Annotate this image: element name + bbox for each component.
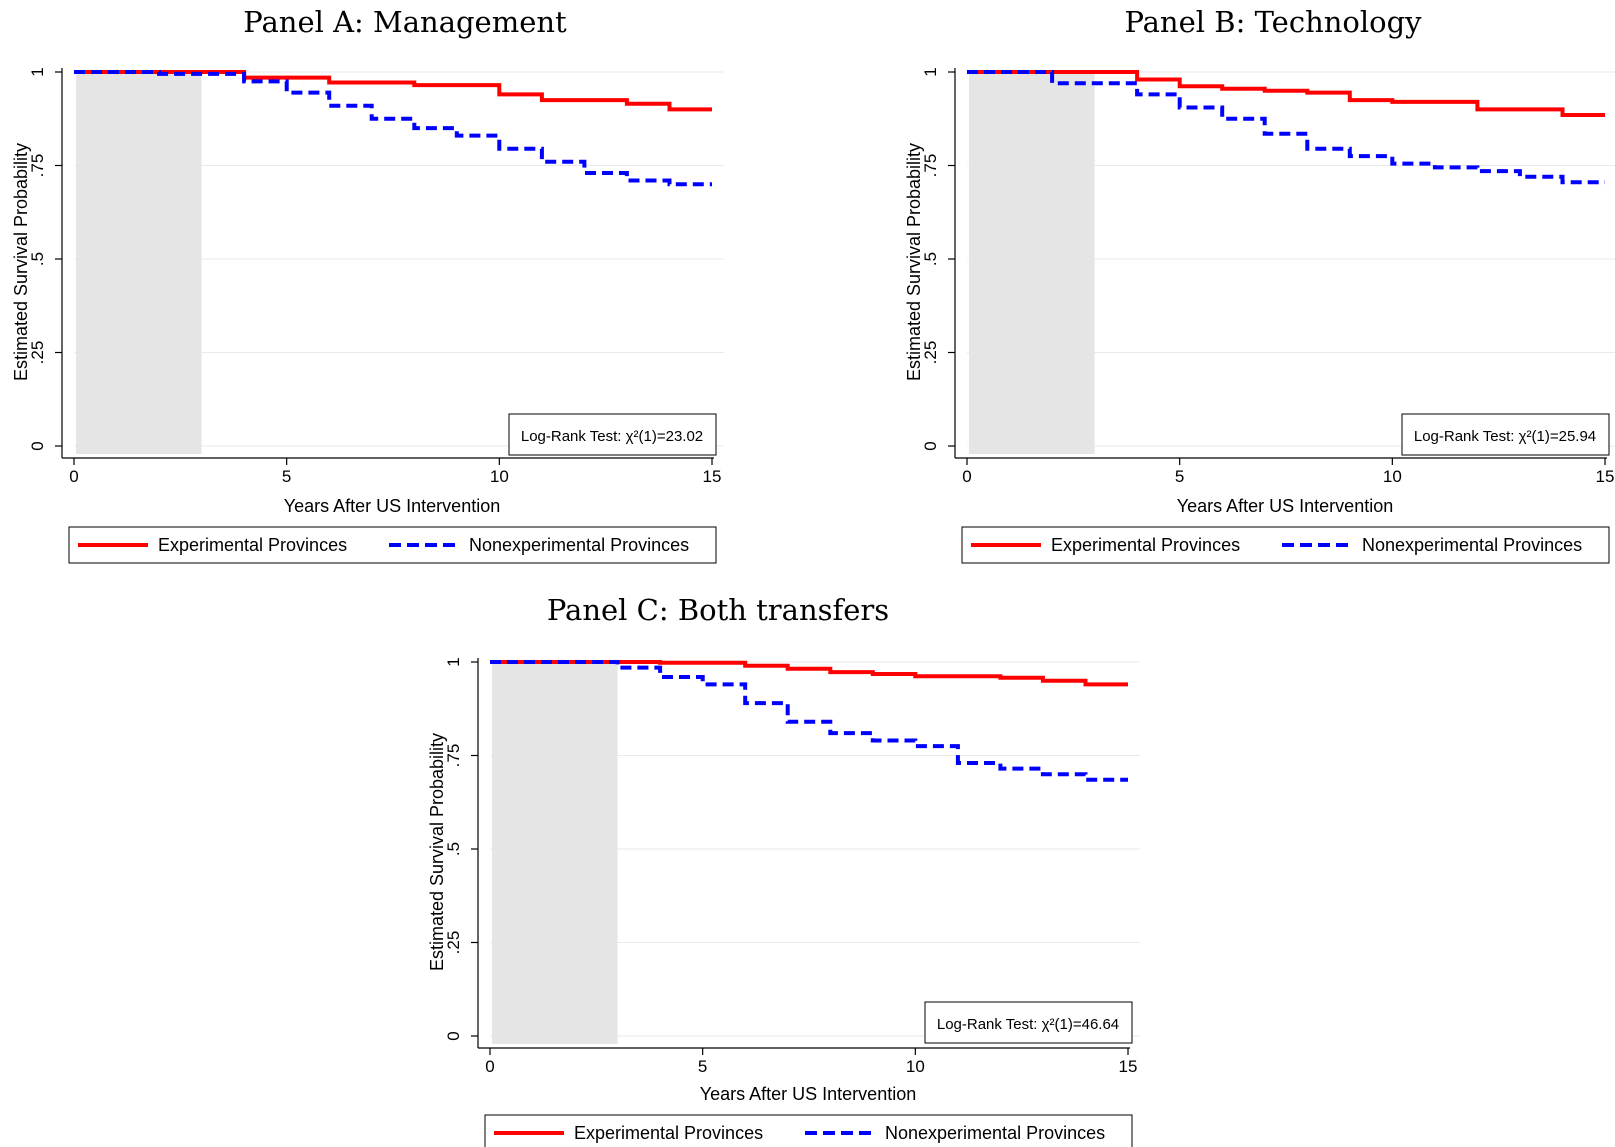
panel-b-x-tick-label-1: 5 [1175, 467, 1184, 486]
panel-b-y-tick-label-4: 1 [921, 67, 940, 76]
panel-b-legend-label-experimental: Experimental Provinces [1051, 535, 1240, 555]
panel-b-x-axis-label: Years After US Intervention [1177, 496, 1393, 516]
panel-b-x-tick-label-2: 10 [1383, 467, 1402, 486]
panel-c-x-tick-label-0: 0 [485, 1057, 494, 1076]
panel-c-x-tick-label-3: 15 [1119, 1057, 1138, 1076]
panel-c-y-tick-label-0: 0 [444, 1031, 463, 1040]
panel-c-title: Panel C: Both transfers [547, 593, 889, 627]
panel-b-title: Panel B: Technology [1124, 5, 1422, 39]
panel-c-y-tick-label-1: .25 [444, 931, 463, 955]
panel-b-y-tick-label-2: .5 [921, 252, 940, 266]
panel-a-series-experimental [74, 70, 712, 112]
panel-a-x-axis-label: Years After US Intervention [284, 496, 500, 516]
panel-a-title: Panel A: Management [243, 5, 567, 39]
panel-a-x-tick-label-3: 15 [703, 467, 722, 486]
panel-c-shaded-region [492, 662, 618, 1044]
panel-a-x-tick-label-2: 10 [490, 467, 509, 486]
panel-c-legend-label-experimental: Experimental Provinces [574, 1123, 763, 1143]
panel-a-x-tick-label-1: 5 [282, 467, 291, 486]
panel-a-legend-label-nonexperimental: Nonexperimental Provinces [469, 535, 689, 555]
panel-b-series-experimental [967, 70, 1605, 117]
panel-a-y-tick-label-0: 0 [28, 441, 47, 450]
panel-a-annotation: Log-Rank Test: χ²(1)=23.02 [508, 413, 717, 456]
panel-a-legend-label-experimental: Experimental Provinces [158, 535, 347, 555]
panel-c-x-tick-label-2: 10 [906, 1057, 925, 1076]
panel-c-annotation: Log-Rank Test: χ²(1)=46.64 [924, 1001, 1133, 1044]
panel-b-y-axis-label: Estimated Survival Probability [904, 143, 924, 381]
panel-c-legend: Experimental Provinces Nonexperimental P… [484, 1114, 1133, 1147]
panel-b-shaded-region [969, 72, 1095, 454]
panel-c-series-nonexperimental [490, 660, 1128, 782]
panel-a-y-tick-label-1: .25 [28, 341, 47, 365]
panel-b-annotation: Log-Rank Test: χ²(1)=25.94 [1401, 413, 1610, 456]
panel-c-series-experimental [490, 660, 1128, 687]
panel-a-y-tick-label-3: .75 [28, 154, 47, 178]
panel-b-x-tick-label-3: 15 [1596, 467, 1615, 486]
panel-a-x-tick-label-0: 0 [69, 467, 78, 486]
panel-c-y-tick-label-3: .75 [444, 744, 463, 768]
panel-a-series-nonexperimental [74, 70, 712, 187]
panel-b-log-rank-test: Log-Rank Test: χ²(1)=25.94 [1414, 428, 1596, 445]
panel-b-x-tick-label-0: 0 [962, 467, 971, 486]
panel-c-x-tick-label-1: 5 [698, 1057, 707, 1076]
panel-a-log-rank-test: Log-Rank Test: χ²(1)=23.02 [521, 428, 703, 445]
panel-c-y-tick-label-2: .5 [444, 842, 463, 856]
panel-b-y-tick-label-3: .75 [921, 154, 940, 178]
panel-c-legend-label-nonexperimental: Nonexperimental Provinces [885, 1123, 1105, 1143]
panel-a-y-tick-label-2: .5 [28, 252, 47, 266]
panel-c-y-axis-label: Estimated Survival Probability [427, 733, 447, 971]
panel-a-shaded-region [76, 72, 202, 454]
panel-a-legend: Experimental Provinces Nonexperimental P… [68, 526, 717, 564]
panel-b-legend-label-nonexperimental: Nonexperimental Provinces [1362, 535, 1582, 555]
panel-a-y-tick-label-4: 1 [28, 67, 47, 76]
panel-b-y-tick-label-1: .25 [921, 341, 940, 365]
panel-c-y-tick-label-4: 1 [444, 657, 463, 666]
panel-b-legend: Experimental Provinces Nonexperimental P… [961, 526, 1610, 564]
panel-a-y-axis-label: Estimated Survival Probability [11, 143, 31, 381]
panel-c-x-axis-label: Years After US Intervention [700, 1084, 916, 1104]
panel-c-log-rank-test: Log-Rank Test: χ²(1)=46.64 [937, 1016, 1119, 1033]
panel-b-y-tick-label-0: 0 [921, 441, 940, 450]
